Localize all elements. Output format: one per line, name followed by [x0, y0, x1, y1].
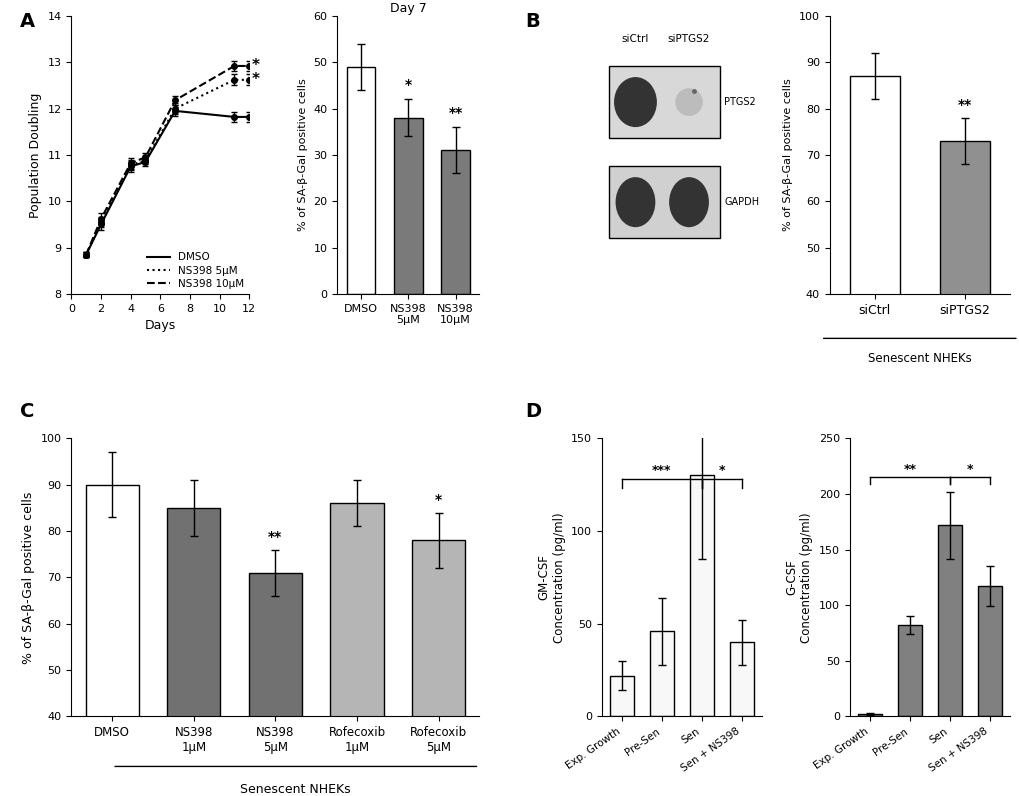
Title: Day 7: Day 7: [389, 2, 426, 15]
Text: *: *: [966, 463, 972, 476]
Text: PTGS2: PTGS2: [723, 97, 755, 107]
Bar: [86, 485, 139, 796]
Text: **: **: [903, 463, 915, 476]
Bar: [441, 150, 470, 294]
Bar: [393, 118, 422, 294]
FancyBboxPatch shape: [609, 66, 719, 139]
Text: C: C: [20, 402, 35, 421]
Text: *: *: [252, 58, 260, 73]
Ellipse shape: [613, 77, 656, 127]
Text: siPTGS2: siPTGS2: [667, 33, 709, 44]
Bar: [940, 141, 988, 479]
Bar: [857, 714, 881, 716]
Ellipse shape: [668, 178, 708, 227]
Text: GAPDH: GAPDH: [723, 197, 758, 207]
Text: *: *: [252, 72, 260, 88]
Text: **: **: [268, 530, 282, 544]
Y-axis label: % of SA-β-Gal positive cells: % of SA-β-Gal positive cells: [298, 79, 308, 232]
Y-axis label: Population Doubling: Population Doubling: [29, 92, 42, 217]
Bar: [346, 67, 375, 294]
Y-axis label: G-CSF
Concentration (pg/ml): G-CSF Concentration (pg/ml): [785, 512, 812, 642]
Ellipse shape: [615, 178, 655, 227]
Bar: [897, 625, 921, 716]
Bar: [977, 587, 1001, 716]
Bar: [689, 475, 713, 716]
Bar: [167, 508, 220, 796]
Text: D: D: [525, 402, 541, 421]
Text: Senescent NHEKs: Senescent NHEKs: [240, 783, 351, 796]
Bar: [249, 573, 302, 796]
Text: **: **: [957, 98, 971, 112]
Text: *: *: [405, 78, 412, 92]
Text: Senescent NHEKs: Senescent NHEKs: [867, 353, 971, 365]
Bar: [849, 76, 899, 479]
FancyBboxPatch shape: [609, 166, 719, 238]
Text: *: *: [435, 493, 441, 507]
Legend: DMSO, NS398 5μM, NS398 10μM: DMSO, NS398 5μM, NS398 10μM: [147, 252, 244, 289]
Bar: [330, 503, 383, 796]
Ellipse shape: [675, 88, 702, 116]
Y-axis label: % of SA-β-Gal positive cells: % of SA-β-Gal positive cells: [22, 491, 35, 664]
X-axis label: Days: Days: [145, 319, 175, 332]
Y-axis label: GM-CSF
Concentration (pg/ml): GM-CSF Concentration (pg/ml): [537, 512, 565, 642]
Bar: [609, 676, 633, 716]
Bar: [412, 540, 465, 796]
Text: ***: ***: [651, 464, 671, 478]
Text: **: **: [448, 106, 463, 120]
Text: siCtrl: siCtrl: [622, 33, 648, 44]
Bar: [936, 525, 961, 716]
Bar: [649, 631, 674, 716]
Text: A: A: [20, 12, 36, 31]
Text: B: B: [525, 12, 539, 31]
Bar: [729, 642, 753, 716]
Y-axis label: % of SA-β-Gal positive cells: % of SA-β-Gal positive cells: [783, 79, 793, 232]
Text: *: *: [717, 464, 725, 478]
